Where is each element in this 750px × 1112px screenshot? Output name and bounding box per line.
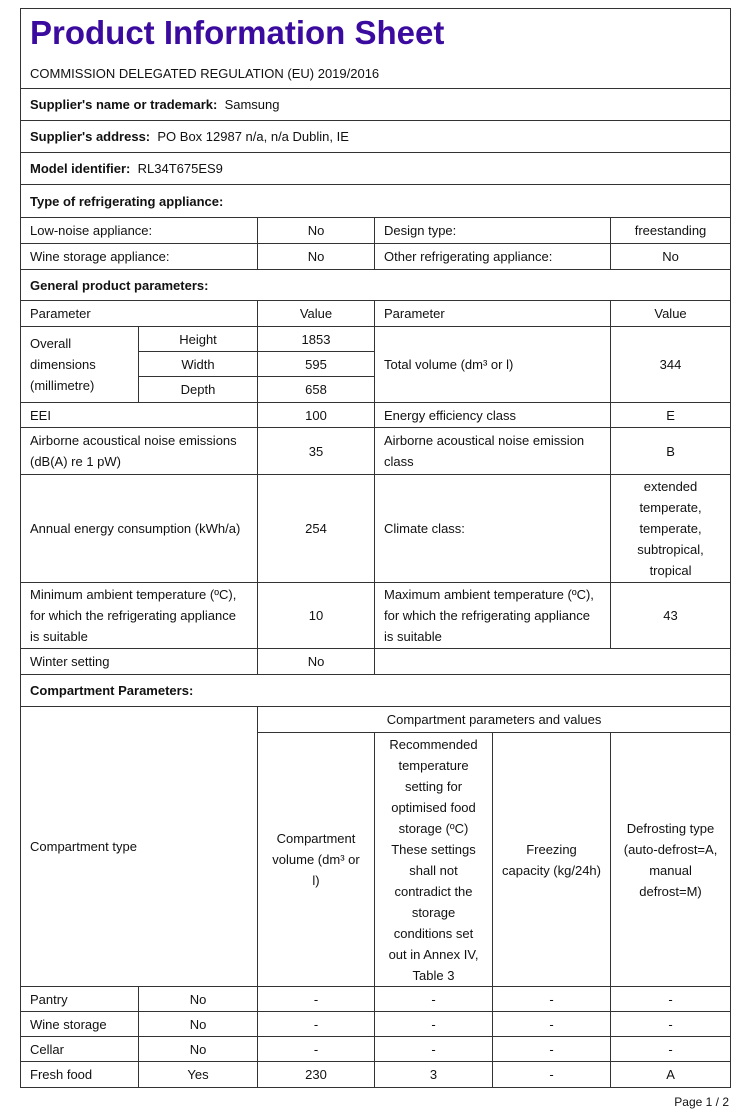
page-title: Product Information Sheet	[30, 14, 445, 51]
climate-label: Climate class:	[374, 474, 611, 583]
other-value: No	[609, 243, 732, 270]
compartment-name: Pantry	[20, 986, 139, 1012]
volume-value: 344	[609, 326, 732, 403]
compartment-defrost: -	[609, 986, 732, 1012]
supplier-address: PO Box 12987 n/a, n/a Dublin, IE	[157, 129, 349, 144]
compartment-present: Yes	[138, 1061, 258, 1088]
type-heading: Type of refrigerating appliance:	[19, 184, 732, 218]
compartment-defrost: -	[609, 1036, 732, 1062]
compartments-heading: Compartment Parameters:	[19, 674, 732, 707]
noise-class-label: Airborne acoustical noise emission class	[374, 427, 611, 475]
max-temp-label: Maximum ambient temperature (ºC), for wh…	[374, 582, 611, 649]
compartment-temp: 3	[374, 1061, 493, 1088]
table-row: Pantry No - - - -	[20, 986, 732, 1012]
table-row: Fresh food Yes 230 3 - A	[20, 1061, 732, 1088]
compartment-volume: -	[257, 986, 375, 1012]
regulation: COMMISSION DELEGATED REGULATION (EU) 201…	[30, 66, 380, 81]
height-label: Height	[138, 326, 258, 352]
table-row: Wine storage No - - - -	[20, 1011, 732, 1037]
volume-header: Compartment volume (dm³ or l)	[257, 732, 375, 987]
climate-value: extended temperate, temperate, subtropic…	[609, 474, 732, 583]
volume-label: Total volume (dm³ or l)	[374, 326, 611, 403]
supplier-name: Samsung	[224, 97, 280, 112]
energy-value: 254	[257, 474, 375, 583]
compartment-freezing: -	[492, 1036, 611, 1062]
compartment-temp: -	[374, 986, 493, 1012]
compartment-freezing: -	[492, 1061, 611, 1088]
width-label: Width	[138, 351, 258, 377]
freezing-header: Freezing capacity (kg/24h)	[492, 732, 611, 987]
table-row: Cellar No - - - -	[20, 1036, 732, 1062]
supplier-name-label: Supplier's name or trademark:	[30, 97, 218, 112]
other-label: Other refrigerating appliance:	[374, 243, 611, 270]
model-identifier: RL34T675ES9	[137, 161, 223, 176]
compartment-freezing: -	[492, 986, 611, 1012]
low-noise-label: Low-noise appliance:	[20, 217, 258, 244]
compartment-volume: 230	[257, 1061, 375, 1088]
min-temp-label: Minimum ambient temperature (ºC), for wh…	[20, 582, 258, 649]
model-label: Model identifier:	[30, 161, 131, 176]
compartment-present: No	[138, 1011, 258, 1037]
compartment-type-header: Compartment type	[20, 706, 258, 987]
empty-cell	[373, 648, 732, 675]
dimensions-label: Overall dimensions (millimetre)	[20, 326, 139, 403]
winter-label: Winter setting	[20, 648, 258, 675]
compartment-temp: -	[374, 1011, 493, 1037]
width-value: 595	[257, 351, 375, 377]
wine-label: Wine storage appliance:	[20, 243, 258, 270]
value-header: Value	[257, 300, 375, 327]
compartment-name: Cellar	[20, 1036, 139, 1062]
compartment-volume: -	[257, 1011, 375, 1037]
defrost-header: Defrosting type (auto-defrost=A, manual …	[609, 732, 732, 987]
noise-value: 35	[257, 427, 375, 475]
winter-value: No	[257, 648, 375, 675]
compartment-freezing: -	[492, 1011, 611, 1037]
compartment-present: No	[138, 1036, 258, 1062]
compartment-temp: -	[374, 1036, 493, 1062]
depth-value: 658	[257, 376, 375, 403]
general-heading: General product parameters:	[19, 269, 732, 301]
compartment-defrost: -	[609, 1011, 732, 1037]
supplier-address-label: Supplier's address:	[30, 129, 151, 144]
depth-label: Depth	[138, 376, 258, 403]
design-value: freestanding	[609, 217, 732, 244]
compartment-present: No	[138, 986, 258, 1012]
eec-label: Energy efficiency class	[374, 402, 611, 428]
noise-class-value: B	[609, 427, 732, 475]
min-temp-value: 10	[257, 582, 375, 649]
noise-label: Airborne acoustical noise emissions (dB(…	[20, 427, 258, 475]
max-temp-value: 43	[609, 582, 732, 649]
eec-value: E	[609, 402, 732, 428]
compartment-name: Wine storage	[20, 1011, 139, 1037]
compartment-defrost: A	[609, 1061, 732, 1088]
param-header-2: Parameter	[374, 300, 611, 327]
wine-value: No	[257, 243, 375, 270]
page-number: Page 1 / 2	[674, 1095, 729, 1109]
eei-label: EEI	[20, 402, 258, 428]
product-information-table: Product Information Sheet COMMISSION DEL…	[19, 8, 732, 1088]
compartment-volume: -	[257, 1036, 375, 1062]
energy-label: Annual energy consumption (kWh/a)	[20, 474, 258, 583]
compartment-name: Fresh food	[20, 1061, 139, 1088]
compartment-group-header: Compartment parameters and values	[256, 706, 732, 733]
height-value: 1853	[257, 326, 375, 352]
value-header-2: Value	[609, 300, 732, 327]
design-label: Design type:	[374, 217, 611, 244]
low-noise-value: No	[257, 217, 375, 244]
eei-value: 100	[257, 402, 375, 428]
temperature-header: Recommended temperature setting for opti…	[374, 732, 493, 987]
param-header: Parameter	[20, 300, 258, 327]
